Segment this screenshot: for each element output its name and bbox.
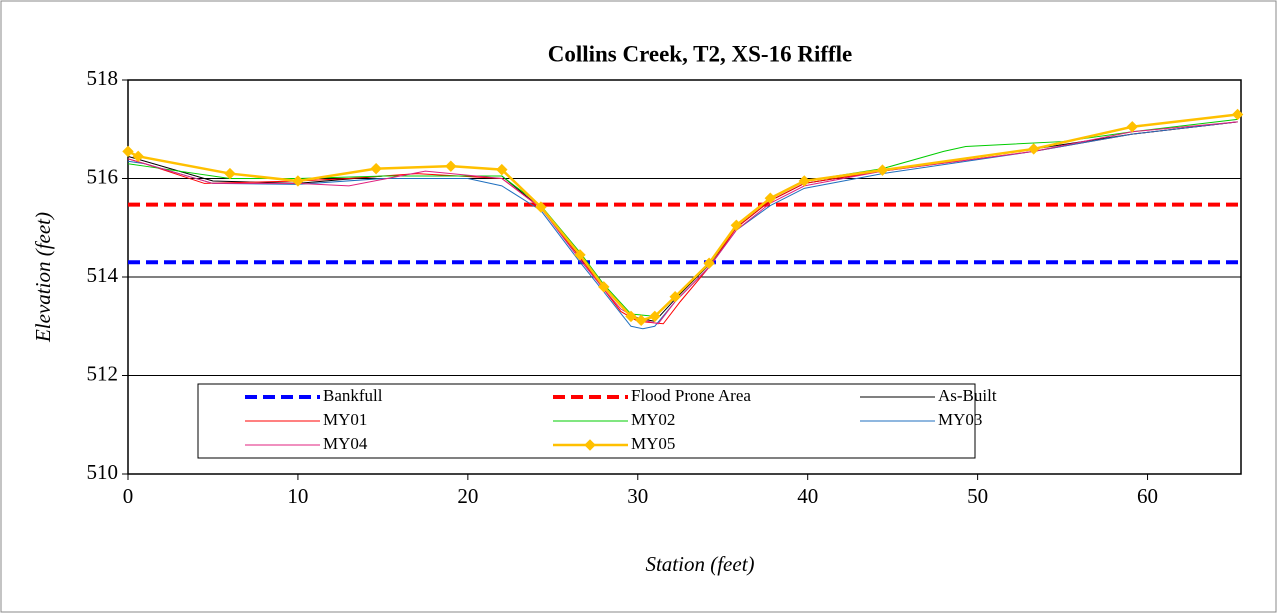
- legend-label: Bankfull: [323, 386, 383, 405]
- marker: [122, 145, 134, 158]
- marker: [703, 257, 715, 269]
- x-tick-label: 50: [967, 484, 988, 508]
- y-tick-label: 518: [87, 66, 119, 90]
- x-tick-label: 30: [627, 484, 648, 508]
- marker: [584, 439, 596, 451]
- series-line: [127, 121, 1238, 330]
- grid: 510 512 514 516 518 0 10 20 30 40 50 60: [87, 66, 1242, 508]
- marker: [1126, 121, 1138, 133]
- y-axis-label: Elevation (feet): [31, 212, 55, 343]
- marker: [224, 167, 236, 180]
- x-tick-label: 20: [457, 484, 478, 508]
- y-tick-label: 514: [87, 263, 119, 287]
- marker: [635, 314, 647, 327]
- marker: [764, 192, 777, 204]
- plot-area: [122, 108, 1244, 330]
- x-tick-label: 60: [1137, 484, 1158, 508]
- marker: [496, 163, 508, 176]
- legend-label: MY01: [323, 410, 367, 429]
- x-axis-label: Station (feet): [645, 552, 754, 576]
- x-tick-label: 40: [797, 484, 818, 508]
- marker: [625, 310, 637, 323]
- marker: [1231, 108, 1244, 121]
- plot-frame: [127, 79, 1242, 475]
- marker: [798, 175, 811, 187]
- legend: Bankfull Flood Prone Area As-Built MY01 MY02…: [197, 383, 997, 459]
- legend-label: As-Built: [938, 386, 997, 405]
- marker: [649, 310, 661, 323]
- legend-label: MY05: [631, 434, 675, 453]
- series-line: [127, 113, 1238, 322]
- y-tick-label: 516: [87, 164, 119, 188]
- marker: [445, 160, 457, 172]
- x-tick-label: 10: [287, 484, 308, 508]
- marker: [876, 164, 889, 176]
- marker: [669, 290, 681, 303]
- legend-label: MY02: [631, 410, 675, 429]
- marker: [598, 281, 610, 293]
- legend-label: MY04: [323, 434, 368, 453]
- marker: [1027, 143, 1040, 155]
- x-tick-label: 0: [123, 484, 134, 508]
- y-tick-label: 512: [87, 361, 119, 385]
- marker: [132, 150, 144, 163]
- y-tick-label: 510: [87, 460, 119, 484]
- marker: [730, 219, 743, 231]
- legend-label: Flood Prone Area: [631, 386, 751, 405]
- marker: [574, 249, 586, 261]
- legend-label: MY03: [938, 410, 982, 429]
- marker: [370, 162, 382, 175]
- chart-title: Collins Creek, T2, XS-16 Riffle: [548, 41, 853, 66]
- marker: [535, 201, 547, 213]
- marker: [292, 175, 304, 187]
